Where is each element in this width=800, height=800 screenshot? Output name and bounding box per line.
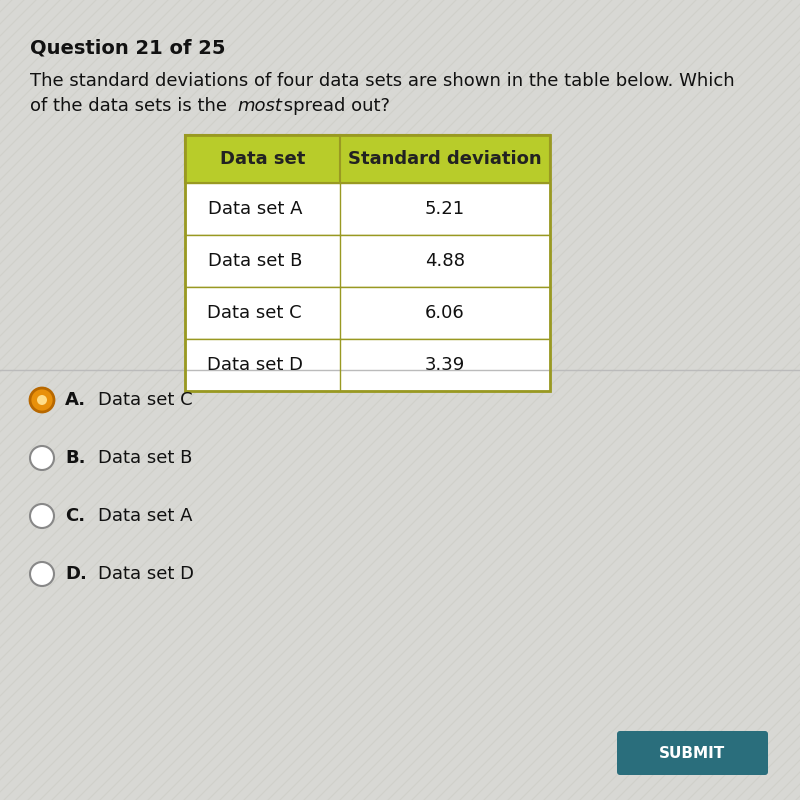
Text: spread out?: spread out?: [278, 97, 390, 115]
Text: A.: A.: [65, 391, 86, 409]
Bar: [185, 339, 550, 391]
Text: Question 21 of 25: Question 21 of 25: [30, 38, 226, 57]
Text: 3.39: 3.39: [425, 356, 465, 374]
Text: Data set A: Data set A: [207, 200, 302, 218]
Text: Data set: Data set: [220, 150, 305, 168]
Text: Data set C: Data set C: [98, 391, 193, 409]
Text: 6.06: 6.06: [425, 304, 465, 322]
Text: Data set D: Data set D: [206, 356, 302, 374]
Circle shape: [30, 446, 54, 470]
FancyBboxPatch shape: [617, 731, 768, 775]
Bar: [185, 287, 550, 339]
Text: 5.21: 5.21: [425, 200, 465, 218]
Bar: [185, 183, 550, 235]
Bar: [185, 235, 550, 287]
Text: Data set B: Data set B: [207, 252, 302, 270]
Bar: [185, 135, 550, 183]
Text: SUBMIT: SUBMIT: [659, 746, 726, 761]
Text: D.: D.: [65, 565, 87, 583]
Bar: [185, 135, 550, 391]
Text: B.: B.: [65, 449, 86, 467]
Text: most: most: [237, 97, 282, 115]
Circle shape: [30, 562, 54, 586]
Circle shape: [30, 504, 54, 528]
Circle shape: [37, 395, 47, 405]
Text: Standard deviation: Standard deviation: [348, 150, 542, 168]
Text: of the data sets is the: of the data sets is the: [30, 97, 233, 115]
Text: Data set A: Data set A: [98, 507, 193, 525]
Text: The standard deviations of four data sets are shown in the table below. Which: The standard deviations of four data set…: [30, 72, 734, 90]
Text: Data set D: Data set D: [98, 565, 194, 583]
Text: Data set B: Data set B: [98, 449, 192, 467]
Text: Data set C: Data set C: [207, 304, 302, 322]
Text: C.: C.: [65, 507, 85, 525]
Circle shape: [30, 388, 54, 412]
Text: 4.88: 4.88: [425, 252, 465, 270]
